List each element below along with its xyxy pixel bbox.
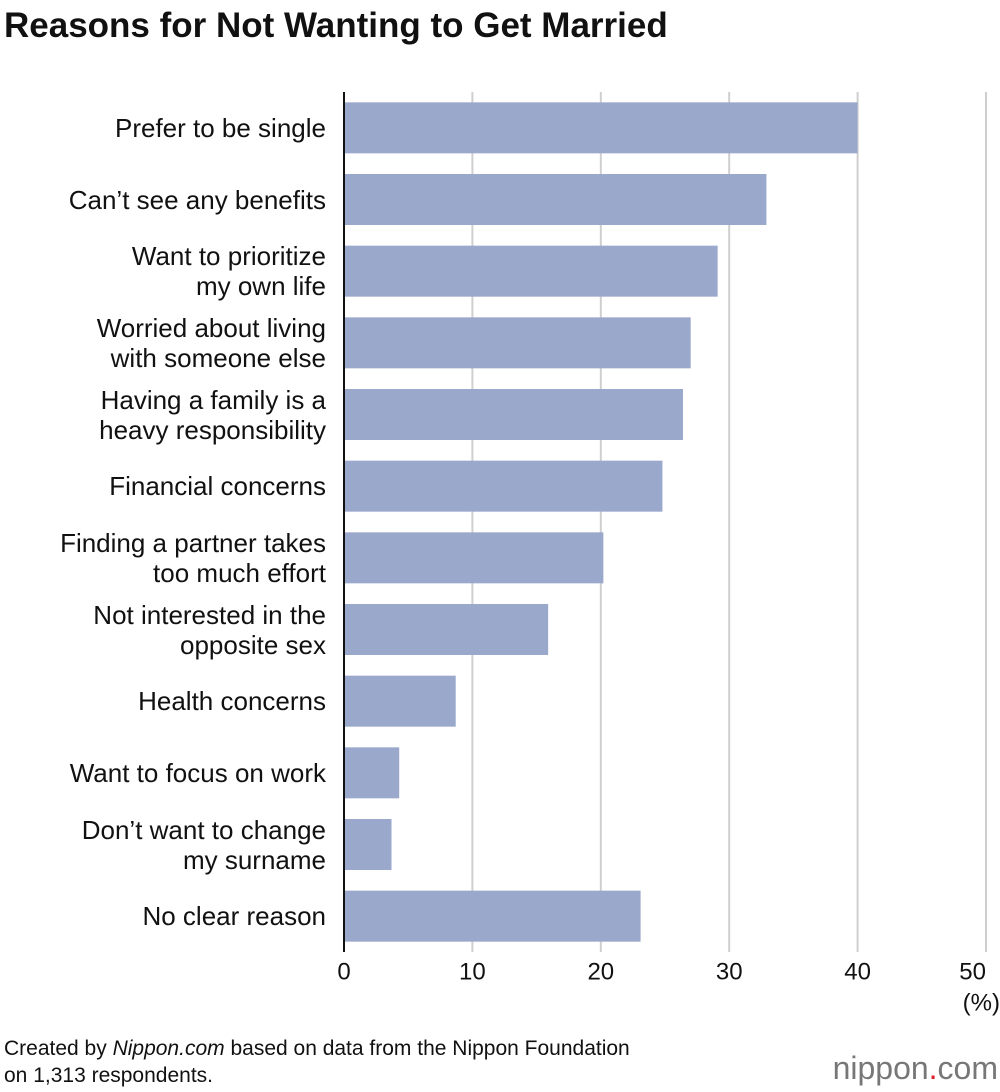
bar (344, 604, 549, 655)
x-tick-label: 10 (459, 958, 486, 985)
category-label: Don’t want to change my surname (81, 814, 326, 875)
category-label: Can’t see any benefits (68, 184, 326, 215)
category-label: Prefer to be single (114, 112, 326, 143)
logo-text: com (937, 1050, 998, 1086)
x-tick-label: 40 (844, 958, 871, 985)
bar (344, 747, 400, 799)
bar (344, 890, 641, 942)
category-label: Not interested in the opposite sex (93, 599, 326, 660)
bar (344, 174, 767, 225)
category-label: Financial concerns (109, 471, 326, 502)
x-tick-label: 20 (587, 958, 614, 985)
bar (344, 532, 604, 584)
source-note: Created by Nippon.com based on data from… (4, 1035, 630, 1089)
category-label: Want to prioritize my own life (131, 241, 326, 302)
category-label: Health concerns (138, 686, 326, 717)
bar (344, 675, 456, 727)
note-site: Nippon.com (112, 1037, 225, 1060)
bar (344, 389, 683, 440)
logo: nippon.com (833, 1050, 998, 1087)
logo-dot: . (928, 1050, 938, 1086)
category-label: Having a family is a heavy responsibilit… (99, 384, 326, 445)
note-text: Created by (4, 1037, 113, 1060)
logo-text: nippon (832, 1050, 929, 1086)
x-tick-label: 0 (337, 958, 350, 985)
x-tick-label: 30 (716, 958, 743, 985)
bar (344, 460, 663, 512)
category-label: Worried about living with someone else (96, 312, 326, 373)
x-tick-label: 50 (959, 958, 986, 985)
category-label: No clear reason (142, 901, 326, 932)
category-label: Finding a partner takes too much effort (60, 527, 326, 588)
bar (344, 245, 718, 297)
bar (344, 317, 691, 369)
bar (344, 819, 392, 870)
x-unit: (%) (963, 989, 1000, 1016)
note-text: based on data from the Nippon Foundation… (4, 1037, 630, 1087)
category-label: Want to focus on work (69, 757, 326, 788)
bar (344, 102, 858, 154)
chart-title: Reasons for Not Wanting to Get Married (4, 6, 668, 45)
